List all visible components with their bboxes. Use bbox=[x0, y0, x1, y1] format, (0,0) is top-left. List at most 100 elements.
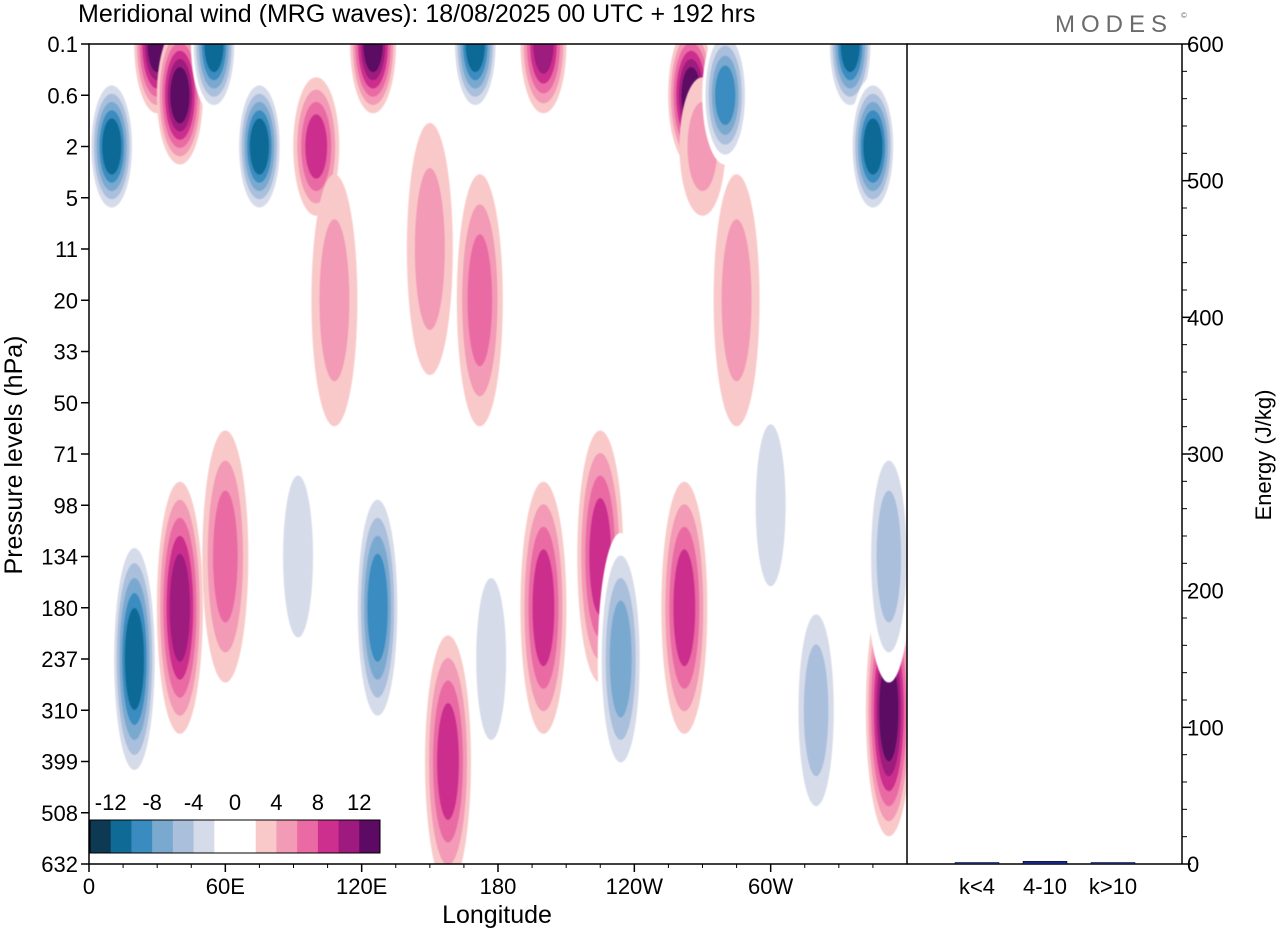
y-tick-label: 98 bbox=[54, 493, 78, 518]
wind-feature-3 bbox=[156, 44, 203, 165]
wind-feature-25 bbox=[702, 44, 749, 165]
colorbar-tick-label: -12 bbox=[95, 790, 127, 815]
y-tick-label: 632 bbox=[41, 852, 78, 877]
colorbar-swatch bbox=[172, 820, 194, 853]
wind-contour-band bbox=[363, 44, 383, 73]
energy-axis-label: Energy (J/kg) bbox=[1251, 390, 1276, 521]
wind-feature-18 bbox=[520, 44, 567, 114]
wind-feature-27 bbox=[747, 379, 794, 632]
colorbar-tick-label: 12 bbox=[347, 790, 371, 815]
wind-feature-11 bbox=[350, 44, 397, 114]
energy-bar-4-10 bbox=[1022, 861, 1068, 865]
wind-contour-band bbox=[170, 67, 190, 124]
wind-feature-19 bbox=[520, 481, 567, 734]
wind-contour-band bbox=[755, 424, 786, 587]
x-tick-label: 60W bbox=[748, 874, 793, 899]
y-tick-label: 310 bbox=[41, 698, 78, 723]
wind-feature-28 bbox=[793, 584, 840, 837]
wind-feature-6 bbox=[202, 430, 249, 683]
modes-logo: MODES bbox=[1055, 11, 1173, 38]
wind-feature-1 bbox=[111, 533, 158, 785]
y-tick-label: 50 bbox=[54, 391, 78, 416]
wind-contour-band bbox=[532, 549, 555, 667]
y-tick-label: 134 bbox=[41, 545, 78, 570]
y-tick-label: 5 bbox=[66, 186, 78, 211]
y-tick-label: 508 bbox=[41, 801, 78, 826]
wind-feature-26 bbox=[713, 174, 760, 427]
wind-contour-band bbox=[283, 475, 314, 638]
energy-tick-label: 300 bbox=[1187, 442, 1224, 467]
colorbar-tick-label: -4 bbox=[184, 790, 204, 815]
wind-feature-22 bbox=[661, 481, 708, 734]
wind-contour-band bbox=[840, 44, 860, 73]
wind-feature-30 bbox=[849, 77, 896, 216]
wind-contour-band bbox=[467, 234, 493, 367]
wind-contour-band bbox=[124, 608, 145, 710]
y-tick-label: 0.1 bbox=[47, 32, 78, 57]
energy-bar-k<4 bbox=[954, 862, 1000, 865]
registered-mark-icon: © bbox=[1181, 11, 1187, 20]
colorbar-swatch bbox=[152, 820, 174, 853]
wind-feature-8 bbox=[275, 430, 322, 683]
wind-feature-4 bbox=[156, 481, 203, 734]
wind-contour-band bbox=[863, 118, 883, 175]
wind-contour-band bbox=[721, 219, 752, 382]
wind-feature-12 bbox=[354, 481, 401, 734]
energy-tick-label: 100 bbox=[1187, 715, 1224, 740]
y-tick-label: 0.6 bbox=[47, 83, 78, 108]
wind-contour-band bbox=[169, 553, 191, 662]
wind-contour-band bbox=[465, 44, 485, 73]
colorbar-swatch bbox=[235, 820, 257, 853]
heatmap-axes: 0.1 0.6 2 5 11 20 33 50 71 98 134 180 237 310 399 508 63… bbox=[41, 32, 908, 899]
colorbar-frame bbox=[89, 819, 381, 854]
y-tick-label: 71 bbox=[54, 442, 78, 467]
wind-feature-13 bbox=[406, 123, 453, 375]
wind-feature-5 bbox=[190, 44, 237, 114]
y-axis-label: Pressure levels (hPa) bbox=[0, 336, 28, 575]
colorbar-tick-label: 8 bbox=[312, 790, 324, 815]
colorbar-swatch bbox=[338, 820, 360, 853]
wind-contour-band bbox=[879, 659, 899, 762]
wind-feature-0 bbox=[89, 77, 135, 216]
x-tick-label: 0 bbox=[83, 874, 95, 899]
wind-feature-15 bbox=[452, 44, 499, 114]
colorbar-swatch bbox=[214, 820, 236, 853]
energy-tick-label: 400 bbox=[1187, 305, 1224, 330]
y-tick-label: 399 bbox=[41, 750, 78, 775]
y-tick-label: 11 bbox=[55, 237, 78, 262]
y-tick-label: 237 bbox=[41, 647, 78, 672]
colorbar-tick-label: 4 bbox=[270, 790, 282, 815]
energy-bar-k>10 bbox=[1090, 862, 1136, 865]
wind-contour-band bbox=[673, 549, 696, 667]
wind-feature-17 bbox=[468, 533, 515, 785]
wind-feature-14 bbox=[425, 635, 472, 864]
x-tick-label: 120W bbox=[606, 874, 664, 899]
heatmap-field bbox=[89, 44, 907, 864]
energy-tick-label: 0 bbox=[1187, 852, 1199, 877]
x-tick-label: 60E bbox=[206, 874, 245, 899]
colorbar-swatch bbox=[276, 820, 298, 853]
y-tick-label: 33 bbox=[54, 340, 78, 365]
x-tick-label: 120E bbox=[336, 874, 387, 899]
y-tick-label: 20 bbox=[54, 288, 78, 313]
wind-contour-band bbox=[414, 168, 445, 330]
chart-title: Meridional wind (MRG waves): 18/08/2025 … bbox=[78, 0, 755, 28]
energy-category-label: k<4 bbox=[959, 874, 995, 899]
colorbar-swatch bbox=[90, 820, 112, 853]
wind-contour-band bbox=[213, 490, 238, 623]
energy-category-label: k>10 bbox=[1089, 874, 1137, 899]
wind-feature-10 bbox=[311, 174, 358, 427]
colorbar-tick-label: -8 bbox=[142, 790, 162, 815]
wind-contour-band bbox=[102, 118, 122, 175]
wind-contour-band bbox=[367, 553, 388, 662]
wind-contour-band bbox=[437, 703, 460, 820]
wind-feature-7 bbox=[236, 77, 283, 216]
colorbar-swatch bbox=[110, 820, 132, 853]
y-tick-label: 180 bbox=[41, 596, 78, 621]
energy-tick-label: 600 bbox=[1187, 32, 1224, 57]
colorbar-swatch bbox=[131, 820, 153, 853]
colorbar-swatch bbox=[193, 820, 215, 853]
x-tick-label: 180 bbox=[480, 874, 517, 899]
